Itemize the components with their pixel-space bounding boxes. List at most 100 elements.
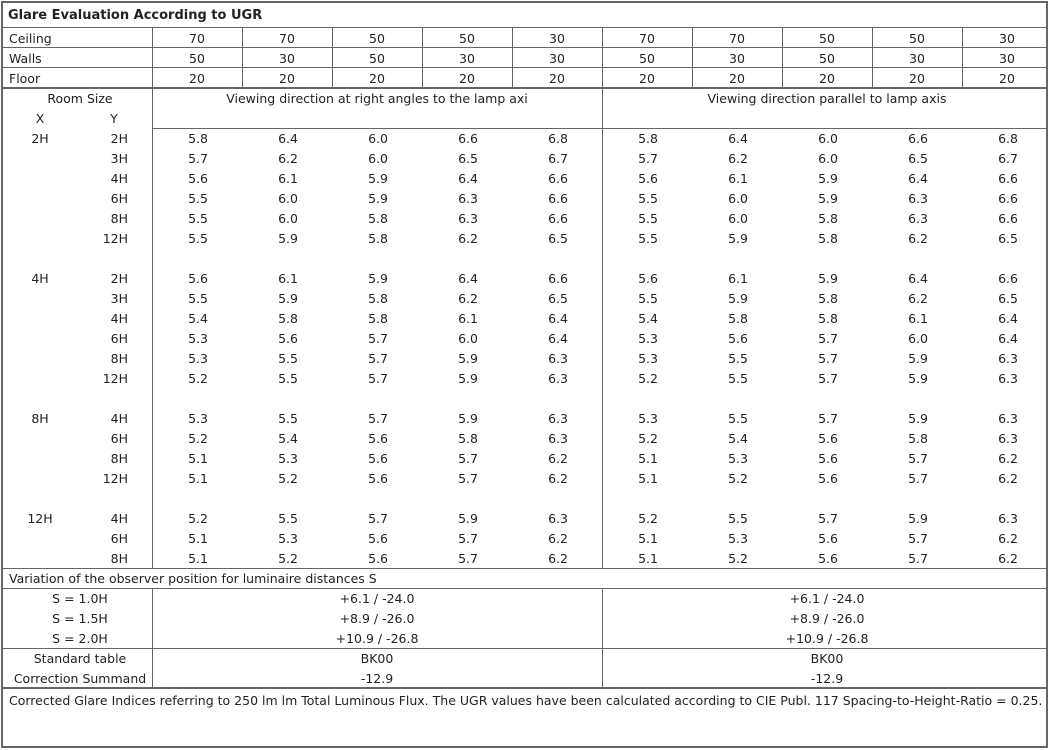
- ugr-value: 5.3: [188, 411, 208, 426]
- ugr-value: 5.9: [458, 351, 478, 366]
- ugr-value: 5.6: [368, 471, 388, 486]
- ugr-value: 6.5: [908, 151, 928, 166]
- ugr-value: 6.6: [998, 271, 1018, 286]
- room-y-value: 12H: [102, 231, 128, 246]
- ugr-value: 5.4: [278, 431, 298, 446]
- row-divider: [2, 87, 1048, 88]
- reflectance-value: 20: [729, 71, 745, 86]
- ugr-value: 5.3: [638, 331, 658, 346]
- room-y-value: 2H: [110, 131, 128, 146]
- ugr-value: 5.5: [188, 231, 208, 246]
- reflectance-value: 20: [639, 71, 655, 86]
- x-label: X: [35, 111, 45, 126]
- reflectance-value: 20: [279, 71, 295, 86]
- reflectance-value: 20: [459, 71, 475, 86]
- ugr-value: 6.2: [728, 151, 748, 166]
- ugr-value: 6.6: [548, 191, 568, 206]
- row-divider: [2, 27, 1048, 28]
- ugr-value: 5.8: [818, 311, 838, 326]
- ugr-value: 5.7: [368, 331, 388, 346]
- ugr-value: 5.1: [188, 551, 208, 566]
- ugr-value: 5.7: [458, 551, 478, 566]
- room-y-value: 12H: [102, 371, 128, 386]
- ugr-value: 5.8: [278, 311, 298, 326]
- ugr-value: 5.5: [638, 211, 658, 226]
- room-y-value: 2H: [110, 271, 128, 286]
- ugr-value: 5.8: [368, 291, 388, 306]
- standard-table-label: Standard table: [33, 651, 127, 666]
- variation-title: Variation of the observer position for l…: [9, 571, 377, 586]
- reflectance-value: 20: [909, 71, 925, 86]
- ugr-value: 5.6: [818, 531, 838, 546]
- ugr-value: 6.4: [548, 311, 568, 326]
- ugr-value: 6.1: [908, 311, 928, 326]
- reflectance-value: 30: [999, 31, 1015, 46]
- ugr-value: 5.8: [368, 311, 388, 326]
- row-divider: [152, 128, 1048, 129]
- ugr-value: 5.9: [908, 351, 928, 366]
- ugr-value: 6.0: [728, 211, 748, 226]
- ugr-value: 5.3: [728, 451, 748, 466]
- ugr-value: 5.9: [368, 191, 388, 206]
- ugr-value: 5.5: [728, 511, 748, 526]
- reflectance-value: 20: [189, 71, 205, 86]
- row-divider: [2, 568, 1048, 569]
- variation-parallel: +8.9 / -26.0: [789, 611, 865, 626]
- ugr-value: 5.8: [368, 231, 388, 246]
- direction-right-angles-header: Viewing direction at right angles to the…: [226, 91, 528, 106]
- reflectance-value: 50: [819, 51, 835, 66]
- ugr-value: 6.5: [998, 291, 1018, 306]
- column-divider: [152, 88, 153, 568]
- ugr-value: 6.3: [998, 371, 1018, 386]
- ugr-value: 6.3: [908, 191, 928, 206]
- ugr-value: 6.2: [458, 291, 478, 306]
- ugr-value: 5.9: [728, 291, 748, 306]
- ugr-value: 5.8: [188, 131, 208, 146]
- ugr-value: 5.9: [818, 171, 838, 186]
- ugr-value: 5.6: [368, 551, 388, 566]
- ugr-value: 6.6: [548, 171, 568, 186]
- reflectance-value: 50: [909, 31, 925, 46]
- ugr-value: 6.8: [998, 131, 1018, 146]
- reflectance-value: 20: [819, 71, 835, 86]
- ugr-value: 5.7: [458, 471, 478, 486]
- ugr-value: 5.8: [458, 431, 478, 446]
- room-y-value: 6H: [110, 431, 128, 446]
- room-y-value: 3H: [110, 151, 128, 166]
- column-divider: [422, 27, 423, 88]
- column-divider: [872, 27, 873, 88]
- reflectance-value: 30: [729, 51, 745, 66]
- ugr-value: 6.5: [998, 231, 1018, 246]
- ugr-value: 5.5: [188, 191, 208, 206]
- ugr-value: 5.7: [908, 531, 928, 546]
- reflectance-value: 30: [279, 51, 295, 66]
- ugr-value: 6.3: [998, 511, 1018, 526]
- reflectance-value: 50: [459, 31, 475, 46]
- room-x-value: 8H: [31, 411, 49, 426]
- ugr-value: 5.1: [638, 451, 658, 466]
- column-divider: [782, 27, 783, 88]
- ugr-value: 5.3: [728, 531, 748, 546]
- ugr-value: 5.6: [818, 431, 838, 446]
- ugr-value: 5.7: [818, 511, 838, 526]
- ugr-value: 5.3: [278, 531, 298, 546]
- variation-right-angles: +10.9 / -26.8: [335, 631, 419, 646]
- ugr-value: 5.1: [188, 451, 208, 466]
- ugr-value: 6.7: [998, 151, 1018, 166]
- ugr-value: 6.0: [818, 131, 838, 146]
- column-divider: [962, 27, 963, 88]
- room-size-label: Room Size: [47, 91, 113, 106]
- room-x-value: 12H: [27, 511, 53, 526]
- ugr-value: 6.6: [998, 211, 1018, 226]
- ugr-value: 6.0: [728, 191, 748, 206]
- ugr-value: 5.9: [908, 511, 928, 526]
- ugr-value: 5.9: [818, 191, 838, 206]
- ugr-value: 5.9: [368, 171, 388, 186]
- ugr-value: 6.4: [998, 311, 1018, 326]
- ugr-value: 6.6: [908, 131, 928, 146]
- ugr-value: 5.9: [278, 231, 298, 246]
- ugr-value: 6.2: [278, 151, 298, 166]
- variation-label: S = 1.0H: [52, 591, 108, 606]
- reflectance-value: 70: [729, 31, 745, 46]
- ugr-value: 6.2: [998, 451, 1018, 466]
